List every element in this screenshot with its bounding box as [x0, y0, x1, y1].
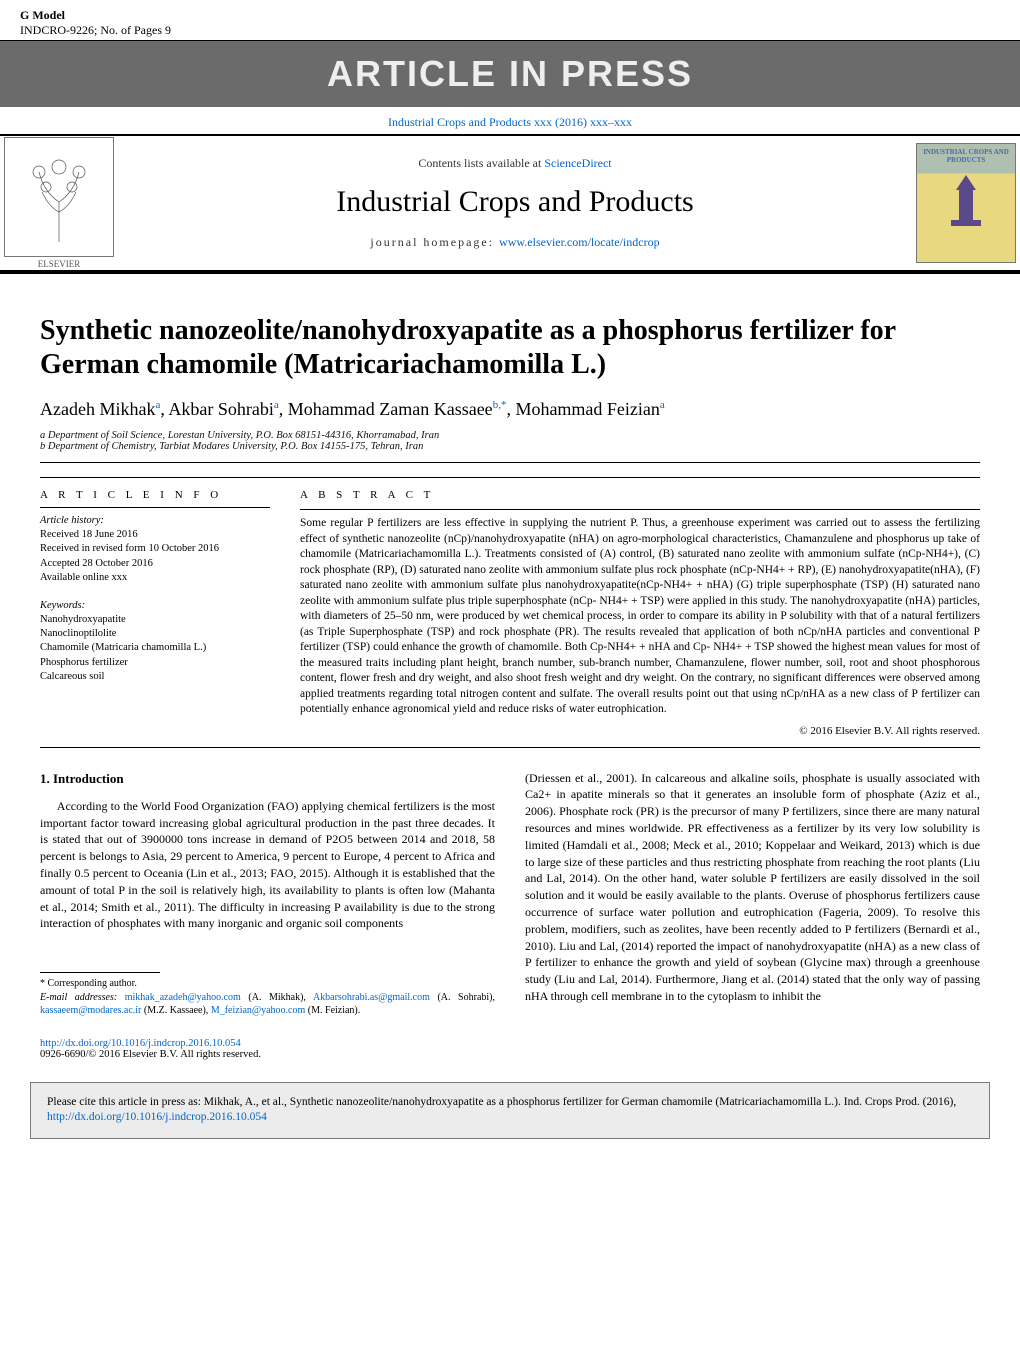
- citation-box: Please cite this article in press as: Mi…: [30, 1082, 990, 1139]
- title-block: Synthetic nanozeolite/nanohydroxyapatite…: [0, 274, 1020, 462]
- author-2-aff: a: [274, 399, 279, 411]
- author-4: Mohammad Feizian: [515, 399, 659, 419]
- email-3-who: (M.Z. Kassaee),: [144, 1005, 208, 1016]
- author-3-aff: b,*: [493, 399, 507, 411]
- keyword-4: Phosphorus fertilizer: [40, 656, 270, 670]
- keywords-label: Keywords:: [40, 599, 270, 613]
- article-title: Synthetic nanozeolite/nanohydroxyapatite…: [40, 314, 980, 381]
- article-info-heading: A R T I C L E I N F O: [40, 488, 270, 503]
- contents-line: Contents lists available at ScienceDirec…: [124, 156, 906, 171]
- footnote-separator: [40, 972, 160, 973]
- history-revised: Received in revised form 10 October 2016: [40, 542, 270, 556]
- info-abstract-row: A R T I C L E I N F O Article history: R…: [40, 477, 980, 738]
- history-online: Available online xxx: [40, 571, 270, 585]
- affiliations: a Department of Soil Science, Lorestan U…: [40, 430, 980, 452]
- author-1: Azadeh Mikhak: [40, 399, 155, 419]
- history-received: Received 18 June 2016: [40, 528, 270, 542]
- affiliation-a: a Department of Soil Science, Lorestan U…: [40, 430, 980, 441]
- abstract-column: A B S T R A C T Some regular P fertilize…: [300, 488, 980, 738]
- article-info-column: A R T I C L E I N F O Article history: R…: [40, 488, 270, 738]
- top-bar: G Model INDCRO-9226; No. of Pages 9: [0, 0, 1020, 41]
- footer-doi-bar: http://dx.doi.org/10.1016/j.indcrop.2016…: [0, 1028, 1020, 1064]
- email-addresses-line: E-mail addresses: mikhak_azadeh@yahoo.co…: [40, 991, 495, 1018]
- body-column-left: 1. Introduction According to the World F…: [40, 770, 495, 1018]
- affiliation-b: b Department of Chemistry, Tarbiat Modar…: [40, 441, 980, 452]
- keyword-1: Nanohydroxyapatite: [40, 613, 270, 627]
- author-2: Akbar Sohrabi: [168, 399, 273, 419]
- email-1-who: (A. Mikhak),: [248, 992, 306, 1003]
- journal-issue-text: Industrial Crops and Products xxx (2016)…: [388, 115, 632, 129]
- email-2[interactable]: Akbarsohrabi.as@gmail.com: [313, 992, 430, 1003]
- journal-issue-line: Industrial Crops and Products xxx (2016)…: [0, 107, 1020, 134]
- footer-copyright-line: 0926-6690/© 2016 Elsevier B.V. All right…: [40, 1049, 261, 1060]
- cover-title-text: INDUSTRIAL CROPS AND PRODUCTS: [917, 148, 1015, 164]
- elsevier-label: ELSEVIER: [38, 259, 81, 269]
- article-ref-code: INDCRO-9226; No. of Pages 9: [20, 23, 1000, 38]
- abstract-text: Some regular P fertilizers are less effe…: [300, 516, 980, 718]
- email-4[interactable]: M_feizian@yahoo.com: [211, 1005, 305, 1016]
- homepage-prefix: journal homepage:: [370, 235, 499, 249]
- intro-paragraph-right: (Driessen et al., 2001). In calcareous a…: [525, 770, 980, 1005]
- author-4-aff: a: [660, 399, 665, 411]
- journal-header-strip: ELSEVIER Contents lists available at Sci…: [0, 134, 1020, 274]
- elsevier-tree-logo-container: ELSEVIER: [4, 137, 114, 269]
- author-1-aff: a: [155, 399, 160, 411]
- email-2-who: (A. Sohrabi),: [437, 992, 495, 1003]
- cite-text: Please cite this article in press as: Mi…: [47, 1096, 956, 1108]
- header-center: Contents lists available at ScienceDirec…: [114, 156, 916, 250]
- email-4-who: (M. Feizian).: [308, 1005, 361, 1016]
- body-column-right: (Driessen et al., 2001). In calcareous a…: [525, 770, 980, 1018]
- keyword-3: Chamomile (Matricaria chamomilla L.): [40, 641, 270, 655]
- keyword-5: Calcareous soil: [40, 670, 270, 684]
- emails-label: E-mail addresses:: [40, 992, 125, 1003]
- homepage-line: journal homepage: www.elsevier.com/locat…: [124, 235, 906, 250]
- article-in-press-banner: ARTICLE IN PRESS: [0, 41, 1020, 107]
- homepage-url[interactable]: www.elsevier.com/locate/indcrop: [499, 235, 660, 249]
- elsevier-tree-icon: [4, 137, 114, 257]
- footnotes-block: * Corresponding author. E-mail addresses…: [40, 977, 495, 1018]
- introduction-heading: 1. Introduction: [40, 770, 495, 788]
- keyword-2: Nanoclinoptilolite: [40, 627, 270, 641]
- journal-name-heading: Industrial Crops and Products: [124, 185, 906, 219]
- abstract-heading: A B S T R A C T: [300, 488, 980, 503]
- cite-doi-link[interactable]: http://dx.doi.org/10.1016/j.indcrop.2016…: [47, 1111, 267, 1123]
- rule-above-info: [40, 462, 980, 463]
- contents-prefix: Contents lists available at: [418, 156, 544, 170]
- abstract-copyright: © 2016 Elsevier B.V. All rights reserved…: [300, 724, 980, 739]
- sciencedirect-link[interactable]: ScienceDirect: [544, 156, 611, 170]
- email-3[interactable]: kassaeem@modares.ac.ir: [40, 1005, 141, 1016]
- history-accepted: Accepted 28 October 2016: [40, 557, 270, 571]
- corresponding-author-note: * Corresponding author.: [40, 977, 495, 991]
- g-model-label: G Model: [20, 8, 1000, 23]
- author-3: Mohammad Zaman Kassaee: [288, 399, 493, 419]
- article-history-label: Article history:: [40, 514, 270, 528]
- body-columns: 1. Introduction According to the World F…: [0, 748, 1020, 1028]
- email-1[interactable]: mikhak_azadeh@yahoo.com: [125, 992, 241, 1003]
- intro-paragraph-left: According to the World Food Organization…: [40, 798, 495, 932]
- journal-cover-thumbnail: INDUSTRIAL CROPS AND PRODUCTS: [916, 143, 1016, 263]
- author-line: Azadeh Mikhaka, Akbar Sohrabia, Mohammad…: [40, 399, 980, 420]
- doi-link[interactable]: http://dx.doi.org/10.1016/j.indcrop.2016…: [40, 1038, 241, 1049]
